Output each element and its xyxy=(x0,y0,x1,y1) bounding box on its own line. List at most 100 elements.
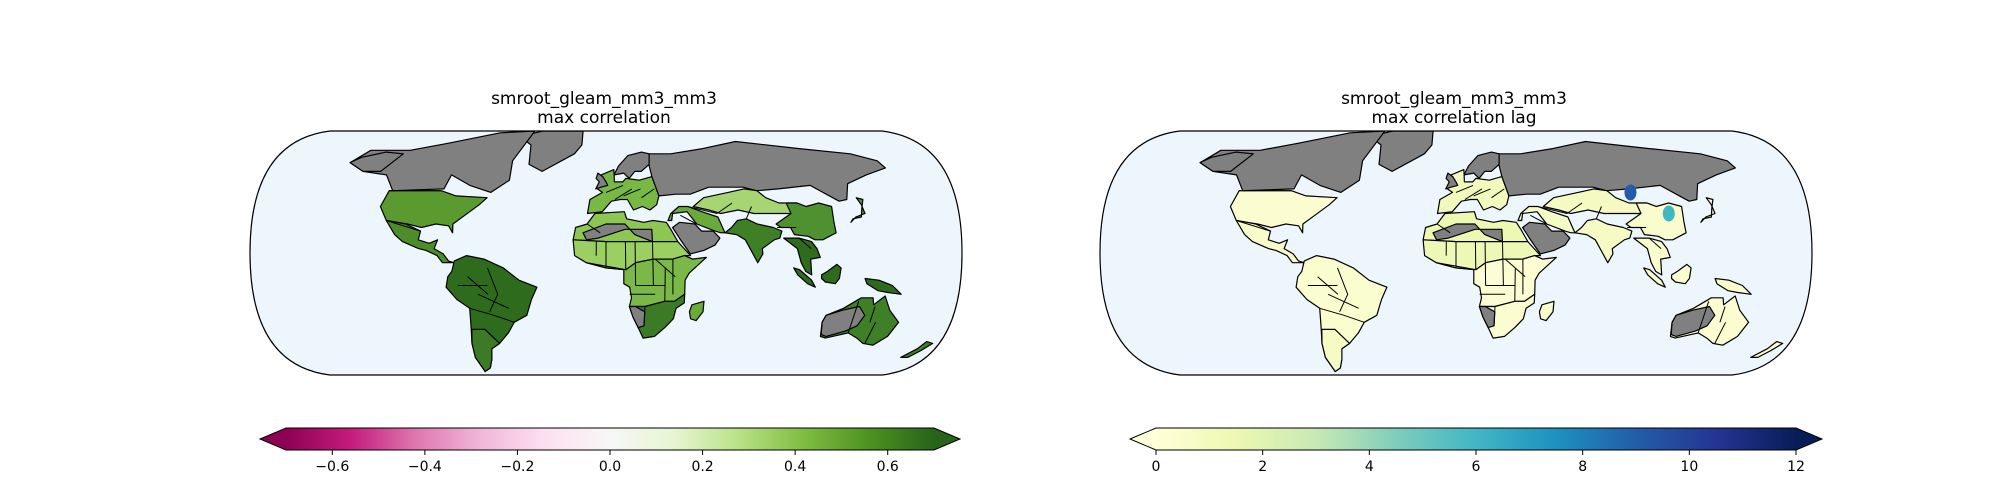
country-border xyxy=(1502,241,1504,286)
country-border xyxy=(1530,214,1547,225)
left-colorbar: −0.6 −0.4 −0.2 0.0 0.2 0.4 0.6 xyxy=(258,427,962,475)
land-region-south-america-south xyxy=(1321,328,1351,373)
land-region-sumatra xyxy=(793,267,816,288)
right-colorbar: 0 2 4 6 8 10 12 xyxy=(1128,427,1824,475)
country-border xyxy=(1537,206,1568,214)
maps-svg xyxy=(249,130,1813,376)
land-region-madagascar xyxy=(688,300,705,322)
country-border xyxy=(798,237,812,249)
land-region-japan xyxy=(850,197,866,223)
land-region-africa-south xyxy=(628,293,686,339)
country-border xyxy=(716,202,733,214)
country-border xyxy=(1327,293,1359,309)
country-border xyxy=(1473,188,1491,197)
colorbar-gradient xyxy=(286,428,934,450)
nodata-region-sahara-gray xyxy=(582,223,654,243)
country-border xyxy=(641,188,655,199)
colorbar-tick-label: 8 xyxy=(1578,459,1587,475)
country-border xyxy=(1337,267,1349,313)
country-border xyxy=(1697,301,1710,334)
country-border xyxy=(869,306,876,323)
land-region-east-asia xyxy=(775,202,837,241)
land-region-southeast-asia xyxy=(1633,237,1671,276)
country-border xyxy=(614,188,633,200)
colorbar-extend-low xyxy=(260,428,286,450)
nodata-region-russia xyxy=(645,140,886,202)
land-region-japan xyxy=(1700,197,1716,223)
country-border xyxy=(643,306,646,326)
nodata-region-canada xyxy=(349,131,536,193)
land-region-indonesia-borneo xyxy=(821,263,842,285)
colorbar-tick-label: 4 xyxy=(1365,459,1374,475)
country-border xyxy=(1714,322,1727,344)
country-border xyxy=(623,188,641,197)
right-title-line1: smroot_gleam_mm3_mm3 xyxy=(1341,89,1567,109)
colorbar-extend-low xyxy=(1130,428,1156,450)
colorbar-tick-label: −0.2 xyxy=(500,459,534,475)
country-border xyxy=(469,307,515,323)
nodata-region-scandinavia xyxy=(1463,151,1500,179)
country-border xyxy=(1504,258,1526,278)
colorbar-tick-label: 2 xyxy=(1258,459,1267,475)
map-frame xyxy=(1099,130,1813,376)
left-title-line2: max correlation xyxy=(537,108,671,128)
land-region-middle-east xyxy=(1517,205,1576,234)
country-border xyxy=(1493,306,1496,326)
land-region-africa-south xyxy=(1478,293,1536,339)
colorbar-tick-label: −0.4 xyxy=(408,459,442,475)
land-region-india xyxy=(1574,218,1633,264)
colorbar-tick-label: 12 xyxy=(1787,459,1805,475)
country-border xyxy=(586,223,601,234)
land-region-south-america-south xyxy=(471,328,501,373)
nodata-region-russia xyxy=(1495,140,1736,202)
country-border xyxy=(847,301,860,334)
nodata-region-australia-gray xyxy=(1670,305,1716,337)
nodata-region-alaska-gray xyxy=(349,151,404,172)
land-region-madagascar xyxy=(1538,300,1555,322)
country-border xyxy=(654,258,676,278)
country-border xyxy=(467,276,489,295)
country-border xyxy=(664,267,666,302)
colorbar-outline xyxy=(258,427,962,451)
nodata-region-arabia-gray xyxy=(1522,221,1571,255)
country-border xyxy=(1719,306,1726,323)
country-border xyxy=(1317,276,1339,295)
colorbar-tick-label: 6 xyxy=(1472,459,1481,475)
country-border xyxy=(1491,188,1505,199)
nodata-region-arabia-gray xyxy=(672,221,721,255)
land-region-nz xyxy=(900,341,934,358)
country-border xyxy=(864,322,877,344)
land-region-middle-east xyxy=(667,205,726,234)
land-region-new-guinea xyxy=(1714,277,1752,295)
country-border xyxy=(1236,220,1271,232)
country-border xyxy=(487,267,499,313)
colorbar-tick-label: 0.4 xyxy=(784,459,806,475)
colorbar-tick-label: −0.6 xyxy=(315,459,349,475)
land-region-nz xyxy=(1750,341,1784,358)
colorbar-tick-label: 0.6 xyxy=(877,459,899,475)
nodata-region-alaska-gray xyxy=(1199,151,1254,172)
country-border xyxy=(1455,184,1474,193)
right-panel-title: smroot_gleam_mm3_mm3 max correlation lag xyxy=(1254,90,1654,128)
country-border xyxy=(1648,237,1662,249)
country-border xyxy=(1514,267,1516,302)
nodata-region-sahara-gray xyxy=(1432,223,1504,243)
country-border xyxy=(745,206,752,219)
country-border xyxy=(1436,223,1451,234)
land-region-southeast-asia xyxy=(783,237,821,276)
mongolia-hotspot xyxy=(1624,184,1637,201)
country-border xyxy=(687,206,718,214)
map-frame xyxy=(249,130,963,376)
nodata-region-scandinavia xyxy=(613,151,650,179)
nodata-region-australia-gray xyxy=(820,305,866,337)
land-region-sumatra xyxy=(1643,267,1666,288)
land-region-new-guinea xyxy=(864,277,902,295)
left-map xyxy=(249,130,963,376)
colorbar-tick-label: 0.0 xyxy=(599,459,621,475)
land-region-india xyxy=(724,218,783,264)
country-border xyxy=(634,241,637,286)
country-border xyxy=(1595,206,1602,219)
country-border xyxy=(652,241,654,286)
